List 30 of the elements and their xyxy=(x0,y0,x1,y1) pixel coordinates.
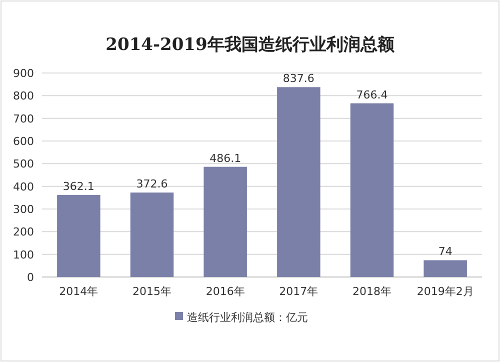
y-tick-label: 400 xyxy=(13,180,34,194)
chart-title: 2014-2019年我国造纸行业利润总额 xyxy=(106,35,396,55)
y-tick-label: 0 xyxy=(27,271,34,284)
y-tick-label: 500 xyxy=(13,158,34,171)
bar xyxy=(204,166,247,277)
x-tick-label: 2014年 xyxy=(59,285,98,298)
y-tick-label: 700 xyxy=(13,112,34,126)
x-tick-label: 2018年 xyxy=(352,285,392,298)
data-label: 486.1 xyxy=(210,152,242,165)
data-label: 362.1 xyxy=(62,180,94,193)
data-label: 837.6 xyxy=(282,72,314,86)
data-label: 766.4 xyxy=(356,88,388,102)
x-tick-label: 2017年 xyxy=(279,285,318,298)
x-tick-label: 2015年 xyxy=(132,285,172,298)
bar xyxy=(350,103,394,277)
data-label: 372.6 xyxy=(136,178,168,191)
bar xyxy=(277,87,320,277)
y-tick-label: 900 xyxy=(13,67,34,80)
y-tick-label: 200 xyxy=(13,226,34,239)
x-tick-label: 2016年 xyxy=(206,285,245,298)
y-tick-label: 100 xyxy=(13,248,34,262)
bar xyxy=(130,192,174,277)
legend-label: 造纸行业利润总额：亿元 xyxy=(187,311,308,324)
y-tick-label: 800 xyxy=(13,90,34,103)
data-label: 74 xyxy=(438,245,452,258)
y-tick-label: 300 xyxy=(13,203,34,216)
bar xyxy=(57,194,100,277)
x-tick-label: 2019年2月 xyxy=(416,285,474,298)
bar xyxy=(424,260,467,277)
y-tick-label: 600 xyxy=(13,135,34,148)
